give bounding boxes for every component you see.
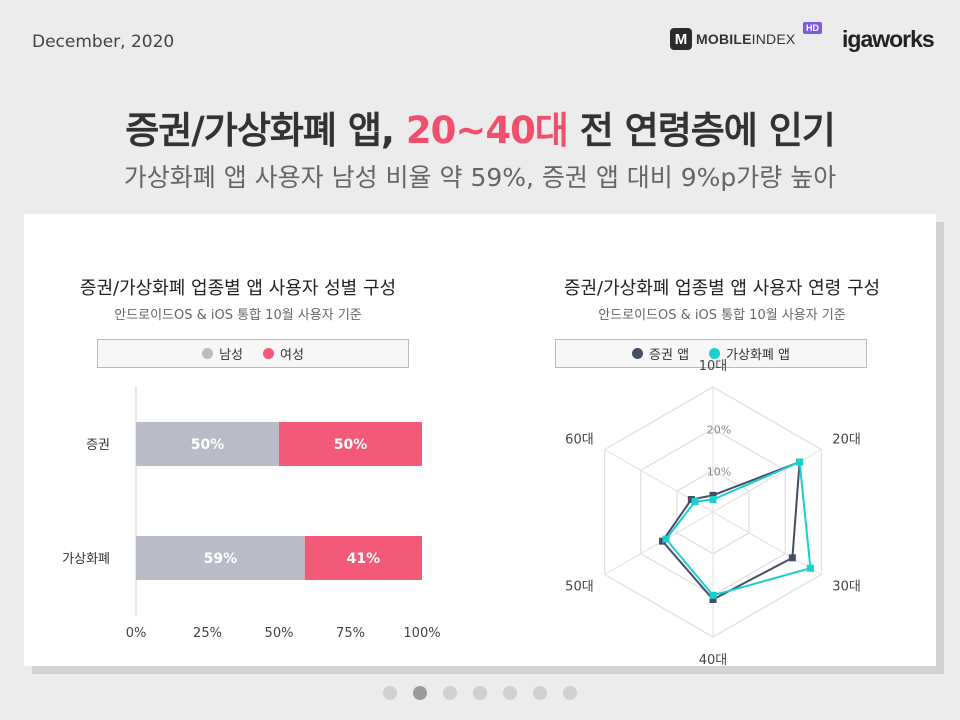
radar-point	[658, 537, 666, 545]
x-tick-label: 75%	[336, 626, 365, 641]
gender-legend: 남성 여성	[97, 339, 409, 368]
title-part-1: 증권/가상화폐 앱,	[125, 109, 406, 152]
legend-marker-crypto	[709, 348, 721, 359]
radar-series-line	[664, 460, 812, 597]
radar-point	[687, 496, 695, 503]
hd-badge: HD	[803, 22, 822, 34]
mobileindex-logo: M MOBILEINDEX HD	[670, 22, 822, 56]
bar-segment	[136, 422, 279, 466]
bar-segment	[304, 536, 422, 580]
radar-point	[788, 554, 796, 562]
age-chart-subtitle: 안드로이드OS & iOS 통합 10월 사용자 기준	[598, 308, 846, 323]
chart-card: 증권/가상화폐 업종별 앱 사용자 성별 구성 안드로이드OS & iOS 통합…	[24, 214, 936, 668]
legend-item-female: 여성	[263, 344, 304, 363]
bar-value-label: 50%	[334, 437, 368, 453]
mobileindex-logo-text: MOBILEINDEX	[696, 31, 795, 47]
radar-axis-label: 40대	[699, 653, 728, 668]
legend-item-securities: 증권 앱	[632, 344, 689, 363]
x-tick-label: 100%	[403, 626, 440, 641]
page-dot[interactable]	[533, 686, 547, 700]
x-tick-label: 25%	[193, 626, 222, 641]
gender-chart-subtitle: 안드로이드OS & iOS 통합 10월 사용자 기준	[114, 308, 362, 323]
radar-point	[709, 491, 717, 499]
radar-ring-label: 20%	[707, 424, 731, 437]
radar-ring-label: 10%	[707, 465, 731, 478]
bar-value-label: 50%	[191, 437, 225, 453]
report-date: December, 2020	[32, 32, 175, 52]
page-indicator	[0, 686, 960, 700]
radar-axis-label: 50대	[565, 580, 594, 595]
legend-label-male: 남성	[219, 348, 243, 363]
page-dot[interactable]	[443, 686, 457, 700]
radar-axis-label: 60대	[565, 433, 594, 448]
page-dot[interactable]	[383, 686, 397, 700]
radar-point	[796, 458, 804, 466]
legend-marker-female	[263, 348, 274, 359]
bar-value-label: 41%	[347, 551, 381, 567]
age-legend: 증권 앱 가상화폐 앱	[555, 339, 867, 368]
radar-axis-label: 20대	[832, 433, 861, 448]
page-title: 증권/가상화폐 앱, 20~40대 전 연령층에 인기	[0, 100, 960, 154]
title-highlight: 20~40대	[405, 109, 569, 152]
legend-marker-male	[202, 348, 214, 359]
radar-point	[709, 591, 717, 599]
legend-label-securities: 증권 앱	[649, 348, 690, 363]
mobileindex-logo-text-light: INDEX	[751, 31, 796, 47]
radar-point	[806, 564, 814, 572]
legend-item-male: 남성	[202, 344, 243, 363]
x-tick-label: 50%	[265, 626, 294, 641]
radar-point	[709, 596, 717, 603]
age-radar-chart: 10% 20% 10대 20대 30대 40대 50대 60대	[565, 359, 861, 668]
page-dot[interactable]	[473, 686, 487, 700]
bar-segment	[279, 422, 422, 466]
gender-chart-title: 증권/가상화폐 업종별 앱 사용자 성별 구성	[79, 278, 397, 299]
legend-marker-securities	[632, 348, 644, 359]
page-subtitle: 가상화폐 앱 사용자 남성 비율 약 59%, 증권 앱 대비 9%p가량 높아	[123, 163, 837, 192]
radar-point	[709, 496, 717, 503]
category-label: 가상화폐	[62, 552, 110, 567]
bar-value-label: 59%	[204, 551, 238, 567]
mobileindex-logo-text-bold: MOBILE	[696, 31, 752, 47]
radar-series-line	[661, 460, 801, 601]
page-dot[interactable]	[563, 686, 577, 700]
radar-spoke	[604, 511, 714, 575]
bar-segment	[136, 536, 305, 580]
radar-spoke	[712, 511, 822, 575]
radar-axis-label: 10대	[699, 359, 728, 374]
age-chart-title: 증권/가상화폐 업종별 앱 사용자 연령 구성	[563, 278, 881, 299]
page-dot[interactable]	[413, 686, 427, 700]
radar-point	[662, 535, 670, 543]
igaworks-logo: igaworks	[842, 26, 935, 52]
category-label: 증권	[86, 438, 110, 453]
legend-label-female: 여성	[280, 348, 304, 363]
gender-bar-chart: 증권 50% 50% 가상화폐 59% 41% 0% 25% 50% 75% 100%	[62, 386, 441, 641]
mobileindex-logo-icon: M	[670, 28, 692, 50]
legend-item-crypto: 가상화폐 앱	[709, 344, 790, 363]
radar-point	[691, 498, 699, 506]
x-tick-label: 0%	[126, 626, 147, 641]
radar-spoke	[712, 449, 822, 513]
legend-label-crypto: 가상화폐 앱	[726, 348, 790, 363]
radar-axis-label: 30대	[832, 580, 861, 595]
page-dot[interactable]	[503, 686, 517, 700]
title-part-2: 전 연령층에 인기	[567, 109, 836, 152]
